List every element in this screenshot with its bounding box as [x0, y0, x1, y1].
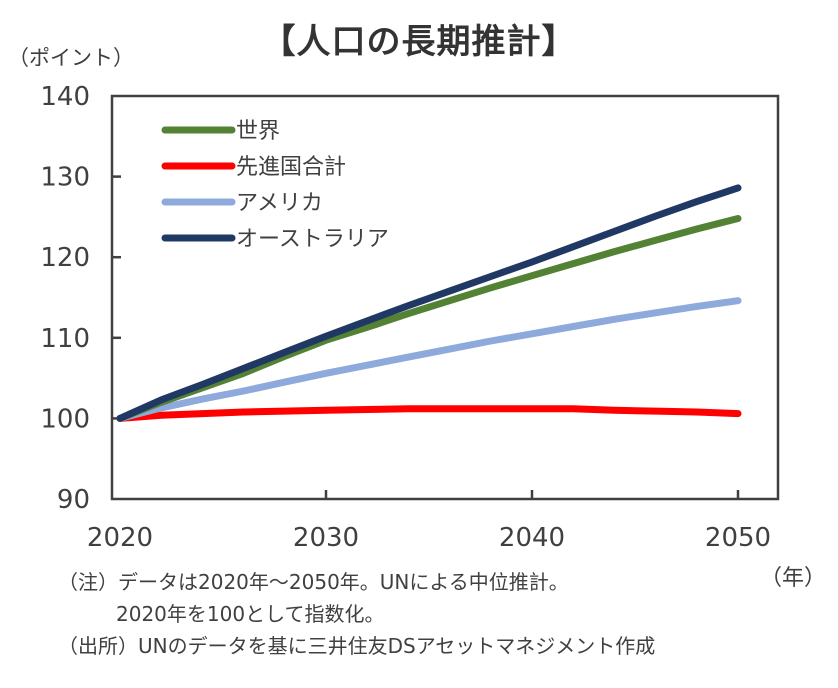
y-tick-label: 120	[40, 243, 90, 273]
series-line-1	[116, 405, 742, 422]
x-axis-unit-label: （年）	[760, 566, 827, 591]
y-tick-label: 100	[40, 404, 90, 434]
plot-area-frame	[110, 94, 780, 501]
y-tick-label: 90	[57, 485, 90, 515]
chart-title: 【人口の長期推計】	[261, 22, 577, 62]
x-tick-label: 2030	[293, 523, 359, 553]
note-line-2: 2020年を100として指数化。	[116, 602, 385, 626]
y-tick-label: 140	[40, 82, 90, 112]
legend-label-3: オーストラリア	[236, 227, 389, 252]
x-tick-label: 2020	[87, 523, 153, 553]
y-axis-unit-label: （ポイント）	[8, 46, 134, 70]
y-tick-label: 110	[40, 324, 90, 354]
axes: 90 100 110 120 130 140 2020 2030 2040 2050	[40, 82, 780, 553]
x-tick-label: 2050	[705, 523, 771, 553]
series-line-0	[116, 215, 742, 422]
footnotes: （注）データは2020年～2050年。UNによる中位推計。 2020年を100と…	[58, 566, 655, 662]
legend-label-1: 先進国合計	[236, 155, 346, 180]
series-line-2	[116, 297, 742, 422]
x-tick-label: 2040	[499, 523, 565, 553]
series-line-3	[116, 184, 742, 422]
legend-label-0: 世界	[236, 119, 280, 144]
legend-label-2: アメリカ	[236, 191, 323, 216]
series-lines	[116, 184, 742, 422]
note-line-1: （注）データは2020年～2050年。UNによる中位推計。	[58, 570, 569, 594]
y-tick-label: 130	[40, 163, 90, 193]
source-line: （出所）UNのデータを基に三井住友DSアセットマネジメント作成	[58, 634, 656, 658]
